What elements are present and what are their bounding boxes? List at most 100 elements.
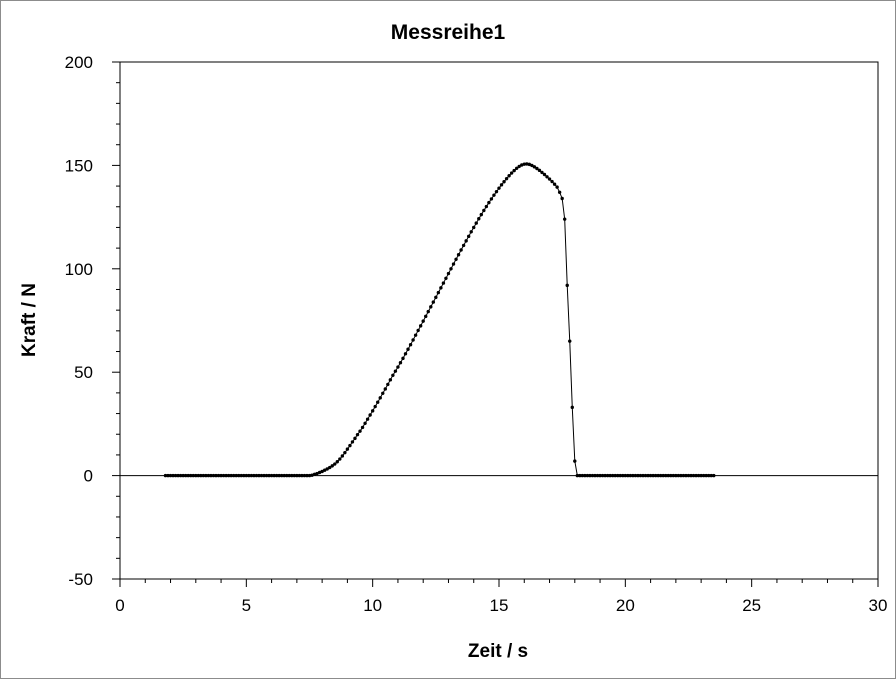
- y-tick-label: 100: [65, 260, 93, 279]
- data-point: [171, 473, 175, 478]
- data-point: [381, 391, 385, 395]
- data-point: [522, 162, 526, 166]
- x-tick-label: 20: [616, 596, 635, 615]
- data-point: [186, 473, 190, 478]
- data-point: [338, 457, 342, 461]
- data-point: [608, 473, 612, 478]
- data-point: [416, 328, 420, 333]
- data-point: [525, 162, 529, 166]
- data-point: [479, 212, 484, 217]
- data-point: [565, 283, 569, 288]
- data-point: [211, 473, 216, 478]
- data-point: [429, 305, 433, 309]
- data-point: [406, 347, 410, 351]
- data-point: [636, 473, 640, 478]
- data-point: [578, 473, 582, 478]
- data-point: [282, 473, 286, 478]
- data-point: [603, 473, 607, 478]
- data-point: [537, 168, 542, 173]
- x-tick-label: 30: [869, 596, 888, 615]
- data-point: [411, 338, 415, 342]
- data-point: [292, 473, 297, 478]
- data-point: [393, 369, 398, 373]
- data-point: [391, 373, 395, 377]
- data-point: [477, 217, 481, 221]
- data-point: [290, 473, 294, 478]
- data-point: [234, 473, 238, 478]
- data-point: [305, 473, 309, 478]
- data-point: [499, 183, 504, 187]
- data-point: [401, 356, 405, 361]
- data-point: [507, 174, 511, 178]
- data-point: [386, 382, 390, 387]
- data-point: [413, 333, 418, 337]
- data-point: [701, 473, 706, 478]
- data-point: [709, 473, 713, 478]
- data-point: [403, 352, 408, 356]
- data-point: [512, 168, 516, 173]
- data-point: [373, 404, 377, 409]
- data-point: [504, 176, 509, 181]
- data-point: [623, 473, 628, 478]
- data-point: [593, 473, 597, 478]
- data-point: [176, 473, 180, 478]
- data-point: [285, 473, 289, 478]
- data-point: [421, 319, 425, 323]
- x-tick-label: 25: [742, 596, 761, 615]
- data-point: [580, 473, 585, 478]
- data-point: [254, 473, 259, 478]
- data-point: [469, 230, 473, 234]
- x-tick-label: 15: [490, 596, 509, 615]
- data-point: [598, 473, 602, 478]
- data-point: [224, 473, 228, 478]
- data-point: [348, 443, 352, 448]
- data-point: [383, 387, 387, 391]
- data-point: [237, 473, 241, 478]
- data-point: [199, 473, 203, 478]
- data-point: [691, 473, 696, 478]
- data-point: [333, 462, 337, 466]
- data-point: [214, 473, 218, 478]
- data-point: [226, 473, 231, 478]
- data-point: [694, 473, 698, 478]
- data-point: [704, 473, 708, 478]
- data-point: [628, 473, 633, 478]
- data-point: [239, 473, 243, 478]
- x-tick-label: 0: [115, 596, 124, 615]
- data-point: [244, 473, 249, 478]
- data-point: [684, 473, 688, 478]
- x-axis-label: Zeit / s: [468, 641, 528, 662]
- data-point: [686, 473, 691, 478]
- data-point: [439, 286, 443, 290]
- data-point: [343, 450, 347, 455]
- data-point: [588, 473, 592, 478]
- data-point: [449, 267, 453, 271]
- data-point: [173, 473, 178, 478]
- data-point: [659, 473, 663, 478]
- data-point: [388, 378, 393, 382]
- data-point: [216, 473, 221, 478]
- data-point: [611, 473, 615, 478]
- data-point: [320, 469, 324, 474]
- data-point: [350, 440, 355, 444]
- data-point: [497, 186, 501, 190]
- data-point: [681, 473, 686, 478]
- data-point: [530, 163, 534, 168]
- data-point: [378, 396, 382, 400]
- x-tick-label: 10: [363, 596, 382, 615]
- x-tick-labels: 0 5 10 15 20 25 30: [115, 596, 887, 615]
- data-point: [633, 473, 638, 478]
- data-point: [451, 262, 456, 266]
- data-point: [264, 473, 269, 478]
- data-point: [280, 473, 284, 478]
- data-point: [335, 460, 339, 464]
- y-axis-label: Kraft / N: [19, 283, 40, 357]
- data-point: [613, 473, 617, 478]
- data-point: [191, 473, 195, 478]
- data-point: [249, 473, 254, 478]
- data-point: [219, 473, 223, 478]
- data-point: [252, 473, 256, 478]
- data-point: [441, 281, 446, 285]
